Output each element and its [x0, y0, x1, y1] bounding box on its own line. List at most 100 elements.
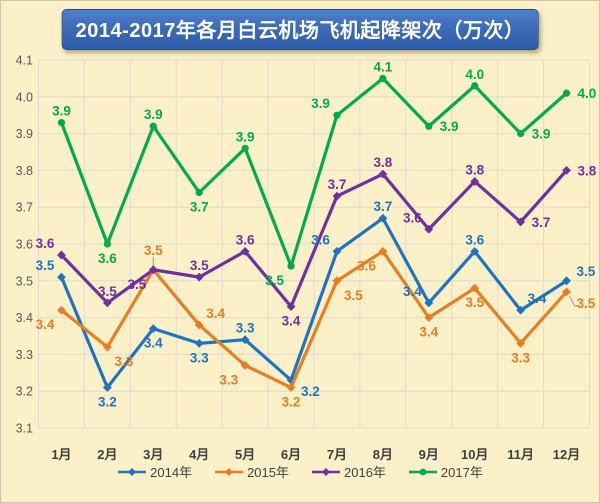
data-point-marker — [286, 383, 296, 392]
x-axis-tick-label: 10月 — [461, 447, 488, 462]
data-point-marker — [241, 144, 249, 152]
data-point-marker — [516, 217, 526, 227]
data-label: 3.4 — [419, 325, 438, 340]
data-point-marker — [240, 361, 250, 370]
data-label: 4.0 — [578, 86, 597, 101]
data-point-marker — [425, 122, 433, 130]
data-point-marker — [470, 283, 480, 293]
legend-label: 2016年 — [344, 465, 386, 480]
y-axis-tick-label: 3.4 — [16, 311, 33, 325]
x-axis-tick-label: 2月 — [97, 447, 117, 462]
x-axis-tick-label: 1月 — [51, 447, 71, 462]
y-axis-tick-label: 3.6 — [16, 238, 33, 252]
data-label: 3.3 — [219, 372, 238, 387]
data-point-marker — [148, 265, 158, 275]
data-point-marker — [195, 188, 203, 197]
chart-legend: 2014年 2015年 2016年 2017年 — [0, 462, 600, 481]
data-label: 3.5 — [465, 295, 484, 310]
series-line-2017年 — [59, 76, 569, 268]
y-axis-tick-label: 3.7 — [16, 201, 33, 215]
data-label: 3.7 — [190, 199, 209, 214]
data-label: 3.4 — [282, 314, 301, 329]
data-point-marker — [332, 276, 342, 286]
data-label: 3.2 — [98, 395, 117, 410]
data-label: 3.7 — [373, 199, 392, 214]
data-label: 3.8 — [465, 162, 484, 177]
data-point-marker — [562, 89, 571, 97]
data-label: 3.5 — [577, 264, 596, 279]
legend-marker-icon — [408, 468, 437, 475]
data-point-marker — [148, 324, 158, 334]
data-label: 3.6 — [465, 232, 484, 247]
data-label: 3.5 — [144, 243, 163, 258]
data-point-marker — [102, 383, 112, 392]
data-label-leader-line — [569, 295, 580, 307]
data-point-marker — [57, 250, 66, 260]
x-axis-tick-label: 6月 — [281, 447, 301, 462]
legend-label: 2015年 — [247, 465, 289, 480]
data-label: 3.9 — [532, 127, 551, 142]
data-point-marker — [240, 246, 250, 256]
legend-marker-icon — [215, 467, 244, 476]
data-point-marker — [57, 118, 66, 127]
data-label: 3.9 — [311, 96, 330, 111]
y-axis-tick-label: 4.1 — [16, 54, 33, 68]
data-point-marker — [562, 166, 571, 175]
data-label: 3.2 — [301, 384, 320, 399]
data-label: 3.9 — [144, 107, 163, 122]
data-label: 3.5 — [98, 284, 117, 299]
legend-item-2015年: 2015年 — [214, 462, 289, 481]
data-label: 3.3 — [190, 350, 209, 365]
data-label: 3.4 — [206, 306, 225, 321]
data-label: 3.5 — [577, 296, 596, 311]
data-point-marker — [516, 305, 526, 315]
data-point-marker — [57, 305, 66, 315]
data-point-marker — [102, 298, 112, 308]
data-point-marker — [240, 335, 250, 345]
data-point-marker — [562, 287, 571, 297]
x-axis-tick-label: 7月 — [327, 447, 347, 462]
data-label: 3.5 — [344, 288, 363, 303]
data-point-marker — [102, 342, 112, 352]
x-axis-tick-label: 3月 — [143, 447, 163, 462]
x-axis-tick-label: 11月 — [507, 447, 534, 462]
data-label: 3.4 — [528, 291, 547, 306]
data-point-marker — [516, 338, 526, 348]
data-label: 3.6 — [36, 236, 55, 251]
x-axis-tick-label: 5月 — [235, 447, 255, 462]
data-point-marker — [332, 191, 342, 201]
data-label: 4.0 — [465, 67, 484, 82]
x-axis-tick-label: 12月 — [553, 447, 580, 462]
data-label: 3.4 — [144, 336, 163, 351]
data-point-marker — [517, 130, 525, 138]
data-point-marker — [103, 240, 111, 248]
data-label: 3.4 — [36, 317, 55, 332]
data-point-marker — [149, 122, 157, 130]
data-label: 3.6 — [311, 232, 330, 247]
data-label: 3.7 — [328, 177, 347, 192]
data-point-marker — [194, 338, 204, 348]
data-point-marker — [194, 272, 204, 282]
data-point-marker — [424, 313, 434, 322]
series-line-2014年 — [59, 216, 569, 390]
x-axis-tick-label: 4月 — [189, 447, 209, 462]
data-label: 3.8 — [373, 155, 392, 170]
data-point-marker — [471, 82, 479, 90]
y-axis-tick-label: 3.9 — [16, 127, 33, 141]
legend-item-2017年: 2017年 — [408, 462, 483, 481]
y-axis-tick-label: 3.2 — [16, 385, 33, 399]
y-axis-tick-label: 3.1 — [16, 422, 33, 436]
chart-title: 2014-2017年各月白云机场飞机起降架次（万次） — [61, 9, 539, 50]
data-label: 3.5 — [265, 273, 284, 288]
data-label: 3.8 — [578, 163, 597, 178]
data-point-marker — [424, 224, 434, 234]
x-axis-tick-label: 9月 — [419, 447, 439, 462]
data-point-marker — [333, 111, 341, 119]
data-point-marker — [562, 276, 571, 286]
data-label: 3.3 — [236, 321, 255, 336]
data-label: 3.3 — [511, 350, 530, 365]
legend-label: 2017年 — [440, 465, 483, 480]
data-point-marker — [286, 302, 296, 311]
y-axis-tick-label: 4.0 — [16, 90, 33, 104]
